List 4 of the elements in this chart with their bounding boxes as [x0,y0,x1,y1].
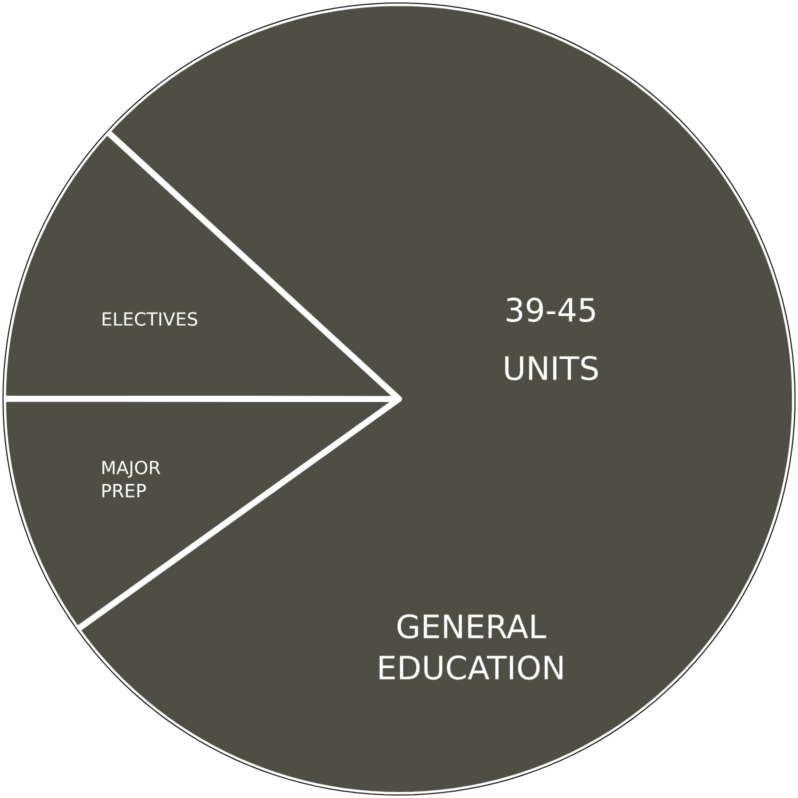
slice-label: MAJOR PREP [102,460,160,498]
slice-label: ELECTIVES [102,312,198,326]
slice-label: GENERAL EDUCATION [380,614,562,680]
text: 39-45 UNITS [505,298,598,380]
